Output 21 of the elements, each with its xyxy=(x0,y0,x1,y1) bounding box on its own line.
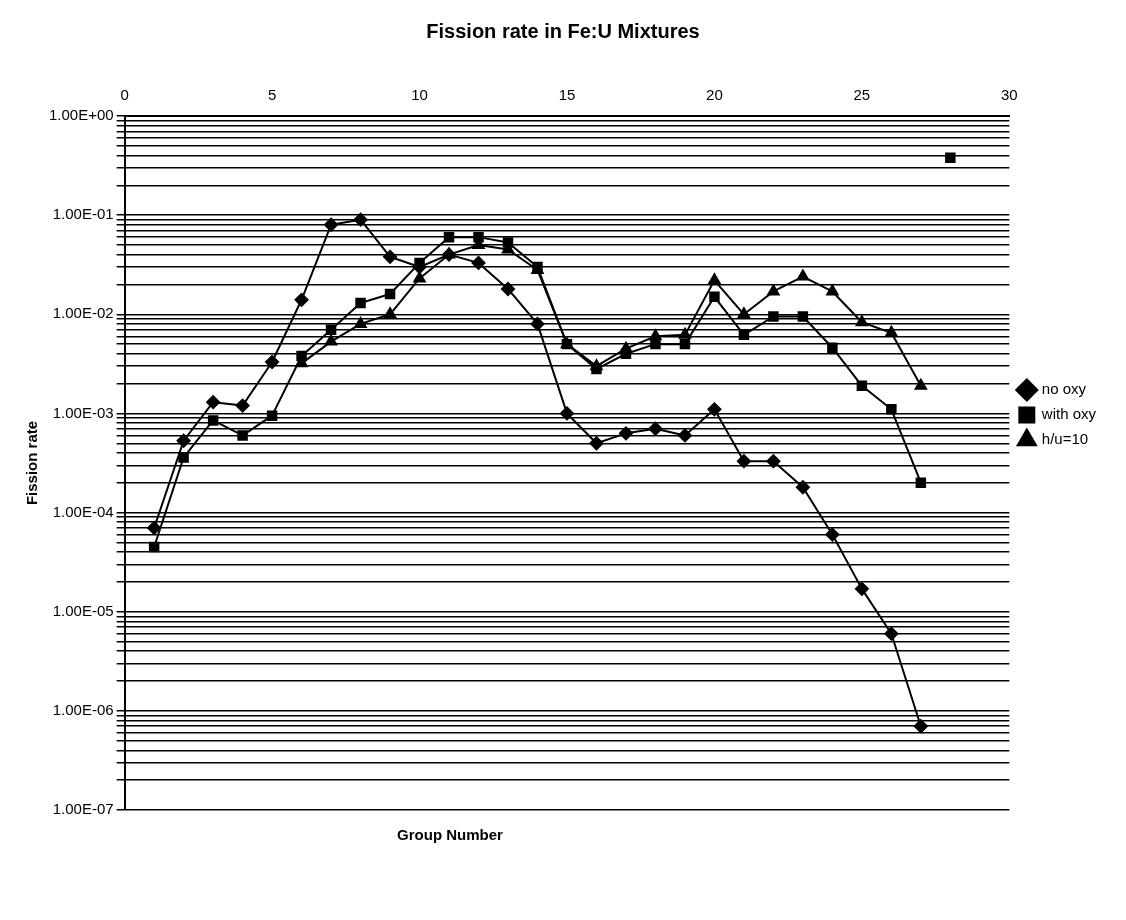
legend-label: with oxy xyxy=(1040,405,1097,423)
x-tick-label: 5 xyxy=(267,86,277,104)
x-tick-label: 30 xyxy=(1000,86,1018,104)
y-tick-label: 1.00E-03 xyxy=(52,403,114,421)
y-tick-label: 1.00E-05 xyxy=(52,601,114,619)
chart-title: Fission rate in Fe:U Mixtures xyxy=(426,19,700,42)
x-axis-title: Group Number xyxy=(396,826,504,843)
x-tick-label: 0 xyxy=(120,86,129,104)
legend-label: h/u=10 xyxy=(1041,430,1089,448)
y-tick-label: 1.00E-04 xyxy=(52,502,114,520)
legend-label: no oxy xyxy=(1041,380,1087,398)
x-tick-label: 20 xyxy=(706,86,723,104)
x-tick-label: 25 xyxy=(853,86,871,104)
y-axis-title: Fission rate xyxy=(23,420,41,506)
y-tick-label: 1.00E-02 xyxy=(52,304,114,322)
y-tick-label: 1.00E-06 xyxy=(52,701,114,718)
y-tick-label: 1.00E-07 xyxy=(52,800,114,818)
y-tick-label: 1.00E-01 xyxy=(52,205,114,223)
x-tick-label: 15 xyxy=(558,86,576,104)
x-tick-label: 10 xyxy=(411,86,428,104)
y-tick-label: 1.00E+00 xyxy=(48,106,114,124)
